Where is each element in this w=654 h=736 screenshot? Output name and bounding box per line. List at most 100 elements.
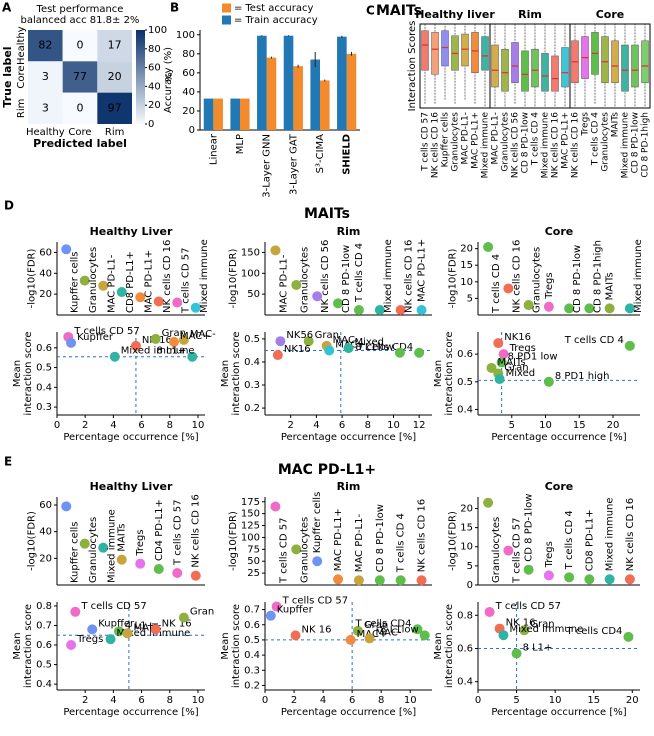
x-tick-label: Mixed immune: [621, 112, 631, 179]
y-axis-label: -log10(FDR): [26, 249, 37, 309]
point-label: T cells CD 57: [511, 518, 522, 584]
y-axis-label: interaction score: [231, 604, 242, 688]
y-tick-label: 125: [241, 521, 260, 532]
group-title: Core: [596, 8, 625, 21]
point-label: NK 16: [506, 618, 536, 629]
x-tick-label: 10: [387, 420, 400, 431]
point-label: MAC PD-L1+: [143, 250, 154, 313]
box: [641, 40, 649, 84]
x-tick-label: 4: [110, 420, 116, 431]
y-axis-label: Mean: [12, 360, 23, 387]
dot: [116, 554, 127, 565]
cell-label: 20: [108, 70, 122, 83]
y-axis-label: interaction score: [23, 604, 34, 688]
x-tick-label: NK cells CD 16: [431, 112, 441, 178]
heatmap-cell: [97, 92, 132, 124]
x-tick-label: 6: [138, 420, 144, 431]
y-axis-label: Mean: [220, 632, 231, 659]
x-tick-label: 2: [82, 420, 88, 431]
point: [394, 347, 405, 358]
cell-label: 3: [42, 70, 49, 83]
x-tick-label: MAC PD-L1-: [461, 112, 471, 165]
dot: [483, 241, 494, 252]
dot: [584, 303, 595, 314]
point: [484, 606, 495, 617]
point-label: NK56: [286, 330, 313, 341]
chart-title: Healthy Liver: [90, 225, 173, 238]
y-axis-label: -log10(FDR): [228, 249, 239, 309]
x-tick-label: Kupffer cells: [441, 112, 451, 168]
bar: [293, 66, 303, 130]
group-title: Healthy liver: [415, 8, 495, 21]
point-label: T cells CD 57: [180, 248, 191, 314]
point-label: CD 8 PD-1low: [572, 245, 583, 313]
dot: [98, 542, 109, 553]
y-tick-label: 80: [182, 49, 195, 60]
x-tick-label: 6: [349, 695, 355, 706]
y-tick-label: 50: [247, 289, 260, 300]
point: [498, 630, 509, 641]
point-label: Mixed immune: [605, 497, 616, 571]
x-tick-label: 15: [573, 420, 586, 431]
legend-label: Train accuracy: [244, 15, 317, 26]
colorbar-tick-label: 20: [148, 100, 161, 111]
y-tick-label: 0.7: [244, 605, 260, 616]
y-axis-label: interaction score: [444, 331, 455, 415]
point-label: Kupffer: [277, 605, 314, 616]
x-tick-label: Core: [68, 127, 91, 138]
point-label: Granulocytes: [299, 247, 310, 313]
point: [624, 340, 635, 351]
x-tick-label: 6: [138, 695, 144, 706]
point-label: MAC PD-L1-: [354, 514, 365, 573]
point-label: NK cells CD 16: [511, 240, 522, 313]
point-label: CD 8 PD-1high: [592, 240, 603, 313]
panel-label: D: [4, 199, 14, 213]
dot: [416, 304, 427, 315]
dot: [312, 291, 323, 302]
point-label: MAC PD-L1+: [333, 508, 344, 571]
chart-title: Healthy Liver: [90, 480, 173, 493]
x-tick-label: MAC PD-L1+: [471, 112, 481, 169]
dot: [190, 570, 201, 581]
point-label: Mixed immune: [509, 624, 583, 635]
x-axis-label: Percentage occurrence [%]: [281, 707, 416, 718]
x-tick-label: 15: [587, 695, 600, 706]
point-label: Kupffer: [77, 332, 114, 343]
point: [493, 338, 504, 349]
y-tick-label: Healthy: [16, 26, 27, 65]
x-tick-label: 6: [339, 420, 345, 431]
bar: [337, 36, 347, 130]
y-tick-label: 0.6: [457, 349, 473, 360]
dot: [98, 280, 109, 291]
point: [543, 376, 554, 387]
x-axis-label: Percentage occurrence [%]: [63, 432, 198, 443]
dot: [353, 304, 364, 315]
point: [494, 374, 505, 385]
y-tick-label: 10: [460, 542, 473, 553]
point: [519, 625, 530, 636]
x-tick-label: CD 8 PD-1low: [521, 112, 531, 173]
point-label: CD8 PD-L1+: [125, 251, 136, 313]
dot: [523, 564, 534, 575]
bar: [213, 98, 223, 130]
x-tick-label: 8: [167, 695, 173, 706]
cell-label: 82: [38, 39, 52, 52]
y-tick-label: 20: [182, 106, 195, 117]
dot: [395, 575, 406, 586]
legend-swatch: [222, 3, 231, 13]
bar: [283, 35, 294, 130]
chart-title: Rim: [337, 480, 361, 493]
cell-label: 77: [73, 70, 87, 83]
y-tick-label: 15: [460, 260, 473, 271]
y-tick-label: 5: [467, 293, 473, 304]
dot: [483, 497, 494, 508]
x-tick-label: NK cells CD 16: [571, 112, 581, 178]
point-label: Tregs: [135, 529, 146, 556]
point: [122, 628, 133, 639]
y-tick-label: 0.6: [244, 620, 260, 631]
point: [623, 631, 634, 642]
y-tick-label: 0.8: [457, 610, 473, 621]
point-label: Kupffer cells: [312, 492, 323, 554]
dot: [624, 574, 635, 585]
